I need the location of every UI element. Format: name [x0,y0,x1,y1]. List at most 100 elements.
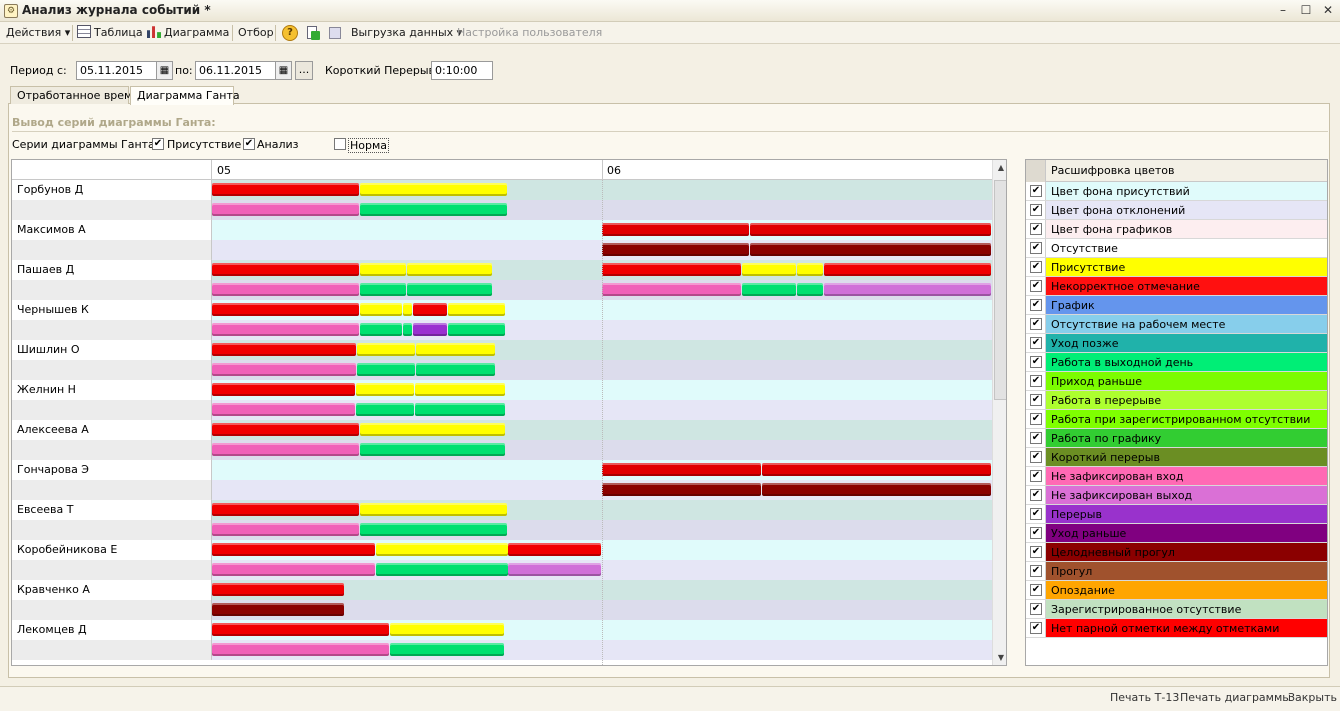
presence-checkbox[interactable]: ✔ [152,138,164,150]
close-window-button[interactable]: ✕ [1322,3,1334,17]
presence-bar[interactable] [360,423,505,436]
analysis-bar[interactable] [602,483,761,496]
legend-checkbox[interactable]: ✔ [1030,318,1042,330]
analysis-bar[interactable] [416,363,495,376]
analysis-bar[interactable] [360,323,402,336]
legend-checkbox[interactable]: ✔ [1030,470,1042,482]
period-from-field[interactable]: 05.11.2015 [76,61,158,80]
presence-bar[interactable] [797,263,823,276]
analysis-bar[interactable] [360,523,507,536]
legend-checkbox[interactable]: ✔ [1030,565,1042,577]
presence-bar[interactable] [212,423,359,436]
presence-bar[interactable] [212,383,355,396]
analysis-bar[interactable] [824,283,991,296]
presence-bar[interactable] [212,583,344,596]
presence-bar[interactable] [415,383,505,396]
presence-bar[interactable] [508,543,601,556]
presence-bar[interactable] [212,343,356,356]
legend-checkbox[interactable]: ✔ [1030,223,1042,235]
user-settings-button[interactable]: Настройка пользователя [457,26,603,39]
analysis-bar[interactable] [407,283,492,296]
presence-bar[interactable] [742,263,796,276]
analysis-bar[interactable] [360,283,406,296]
presence-bar[interactable] [750,223,991,236]
diagram-button[interactable]: Диаграмма [147,25,229,41]
filter-button[interactable]: Отбор [238,26,274,39]
legend-checkbox[interactable]: ✔ [1030,356,1042,368]
analysis-bar[interactable] [212,603,344,616]
analysis-bar[interactable] [448,323,505,336]
presence-bar[interactable] [413,303,447,316]
presence-bar[interactable] [403,303,412,316]
legend-checkbox[interactable]: ✔ [1030,185,1042,197]
print-diagram-button[interactable]: Печать диаграммы [1180,691,1291,704]
legend-checkbox[interactable]: ✔ [1030,603,1042,615]
calendar-icon[interactable]: ▦ [156,61,173,80]
analysis-bar[interactable] [762,483,991,496]
presence-bar[interactable] [357,343,415,356]
analysis-bar[interactable] [602,283,741,296]
table-button[interactable]: Таблица [77,25,143,41]
analysis-bar[interactable] [403,323,412,336]
presence-bar[interactable] [602,463,761,476]
legend-checkbox[interactable]: ✔ [1030,337,1042,349]
analysis-bar[interactable] [376,563,508,576]
presence-bar[interactable] [360,183,507,196]
analysis-bar[interactable] [212,203,359,216]
presence-bar[interactable] [407,263,492,276]
analysis-bar[interactable] [360,203,507,216]
tab-gantt-chart[interactable]: Диаграмма Ганта [130,86,240,105]
vertical-scrollbar[interactable]: ▲ ▼ [992,160,1006,665]
actions-menu[interactable]: Действия ▾ [6,26,71,39]
analysis-bar[interactable] [357,363,415,376]
scroll-down-arrow-icon[interactable]: ▼ [997,653,1005,662]
period-select-button[interactable]: ... [295,61,313,80]
analysis-bar[interactable] [212,563,375,576]
presence-bar[interactable] [602,263,741,276]
norm-checkbox[interactable] [334,138,346,150]
analysis-bar[interactable] [360,443,505,456]
tab-worked-time[interactable]: Отработанное время [10,86,139,104]
presence-bar[interactable] [360,503,507,516]
legend-checkbox[interactable]: ✔ [1030,489,1042,501]
calendar-icon[interactable]: ▦ [275,61,292,80]
presence-bar[interactable] [390,623,504,636]
legend-checkbox[interactable]: ✔ [1030,546,1042,558]
analysis-bar[interactable] [415,403,505,416]
legend-checkbox[interactable]: ✔ [1030,451,1042,463]
legend-checkbox[interactable]: ✔ [1030,508,1042,520]
analysis-bar[interactable] [356,403,414,416]
analysis-bar[interactable] [750,243,991,256]
import-icon[interactable] [327,25,343,41]
presence-bar[interactable] [212,303,359,316]
close-button[interactable]: Закрыть [1288,691,1337,704]
legend-checkbox[interactable]: ✔ [1030,299,1042,311]
analysis-bar[interactable] [212,283,359,296]
presence-bar[interactable] [824,263,991,276]
legend-checkbox[interactable]: ✔ [1030,584,1042,596]
legend-checkbox[interactable]: ✔ [1030,280,1042,292]
analysis-bar[interactable] [508,563,601,576]
analysis-bar[interactable] [212,643,389,656]
minimize-button[interactable]: – [1280,3,1286,17]
presence-bar[interactable] [212,543,375,556]
legend-checkbox[interactable]: ✔ [1030,432,1042,444]
scroll-thumb[interactable] [994,180,1006,400]
presence-bar[interactable] [448,303,505,316]
presence-bar[interactable] [376,543,508,556]
presence-bar[interactable] [360,263,406,276]
analysis-bar[interactable] [212,443,359,456]
legend-checkbox[interactable]: ✔ [1030,261,1042,273]
analysis-bar[interactable] [212,403,355,416]
analysis-bar[interactable] [602,243,749,256]
presence-bar[interactable] [212,263,359,276]
presence-bar[interactable] [360,303,402,316]
legend-checkbox[interactable]: ✔ [1030,527,1042,539]
presence-bar[interactable] [212,623,389,636]
export-data-menu[interactable]: Выгрузка данных ▾ [351,26,463,39]
presence-bar[interactable] [356,383,414,396]
analysis-bar[interactable] [797,283,823,296]
legend-checkbox[interactable]: ✔ [1030,375,1042,387]
legend-checkbox[interactable]: ✔ [1030,413,1042,425]
analysis-bar[interactable] [413,323,447,336]
